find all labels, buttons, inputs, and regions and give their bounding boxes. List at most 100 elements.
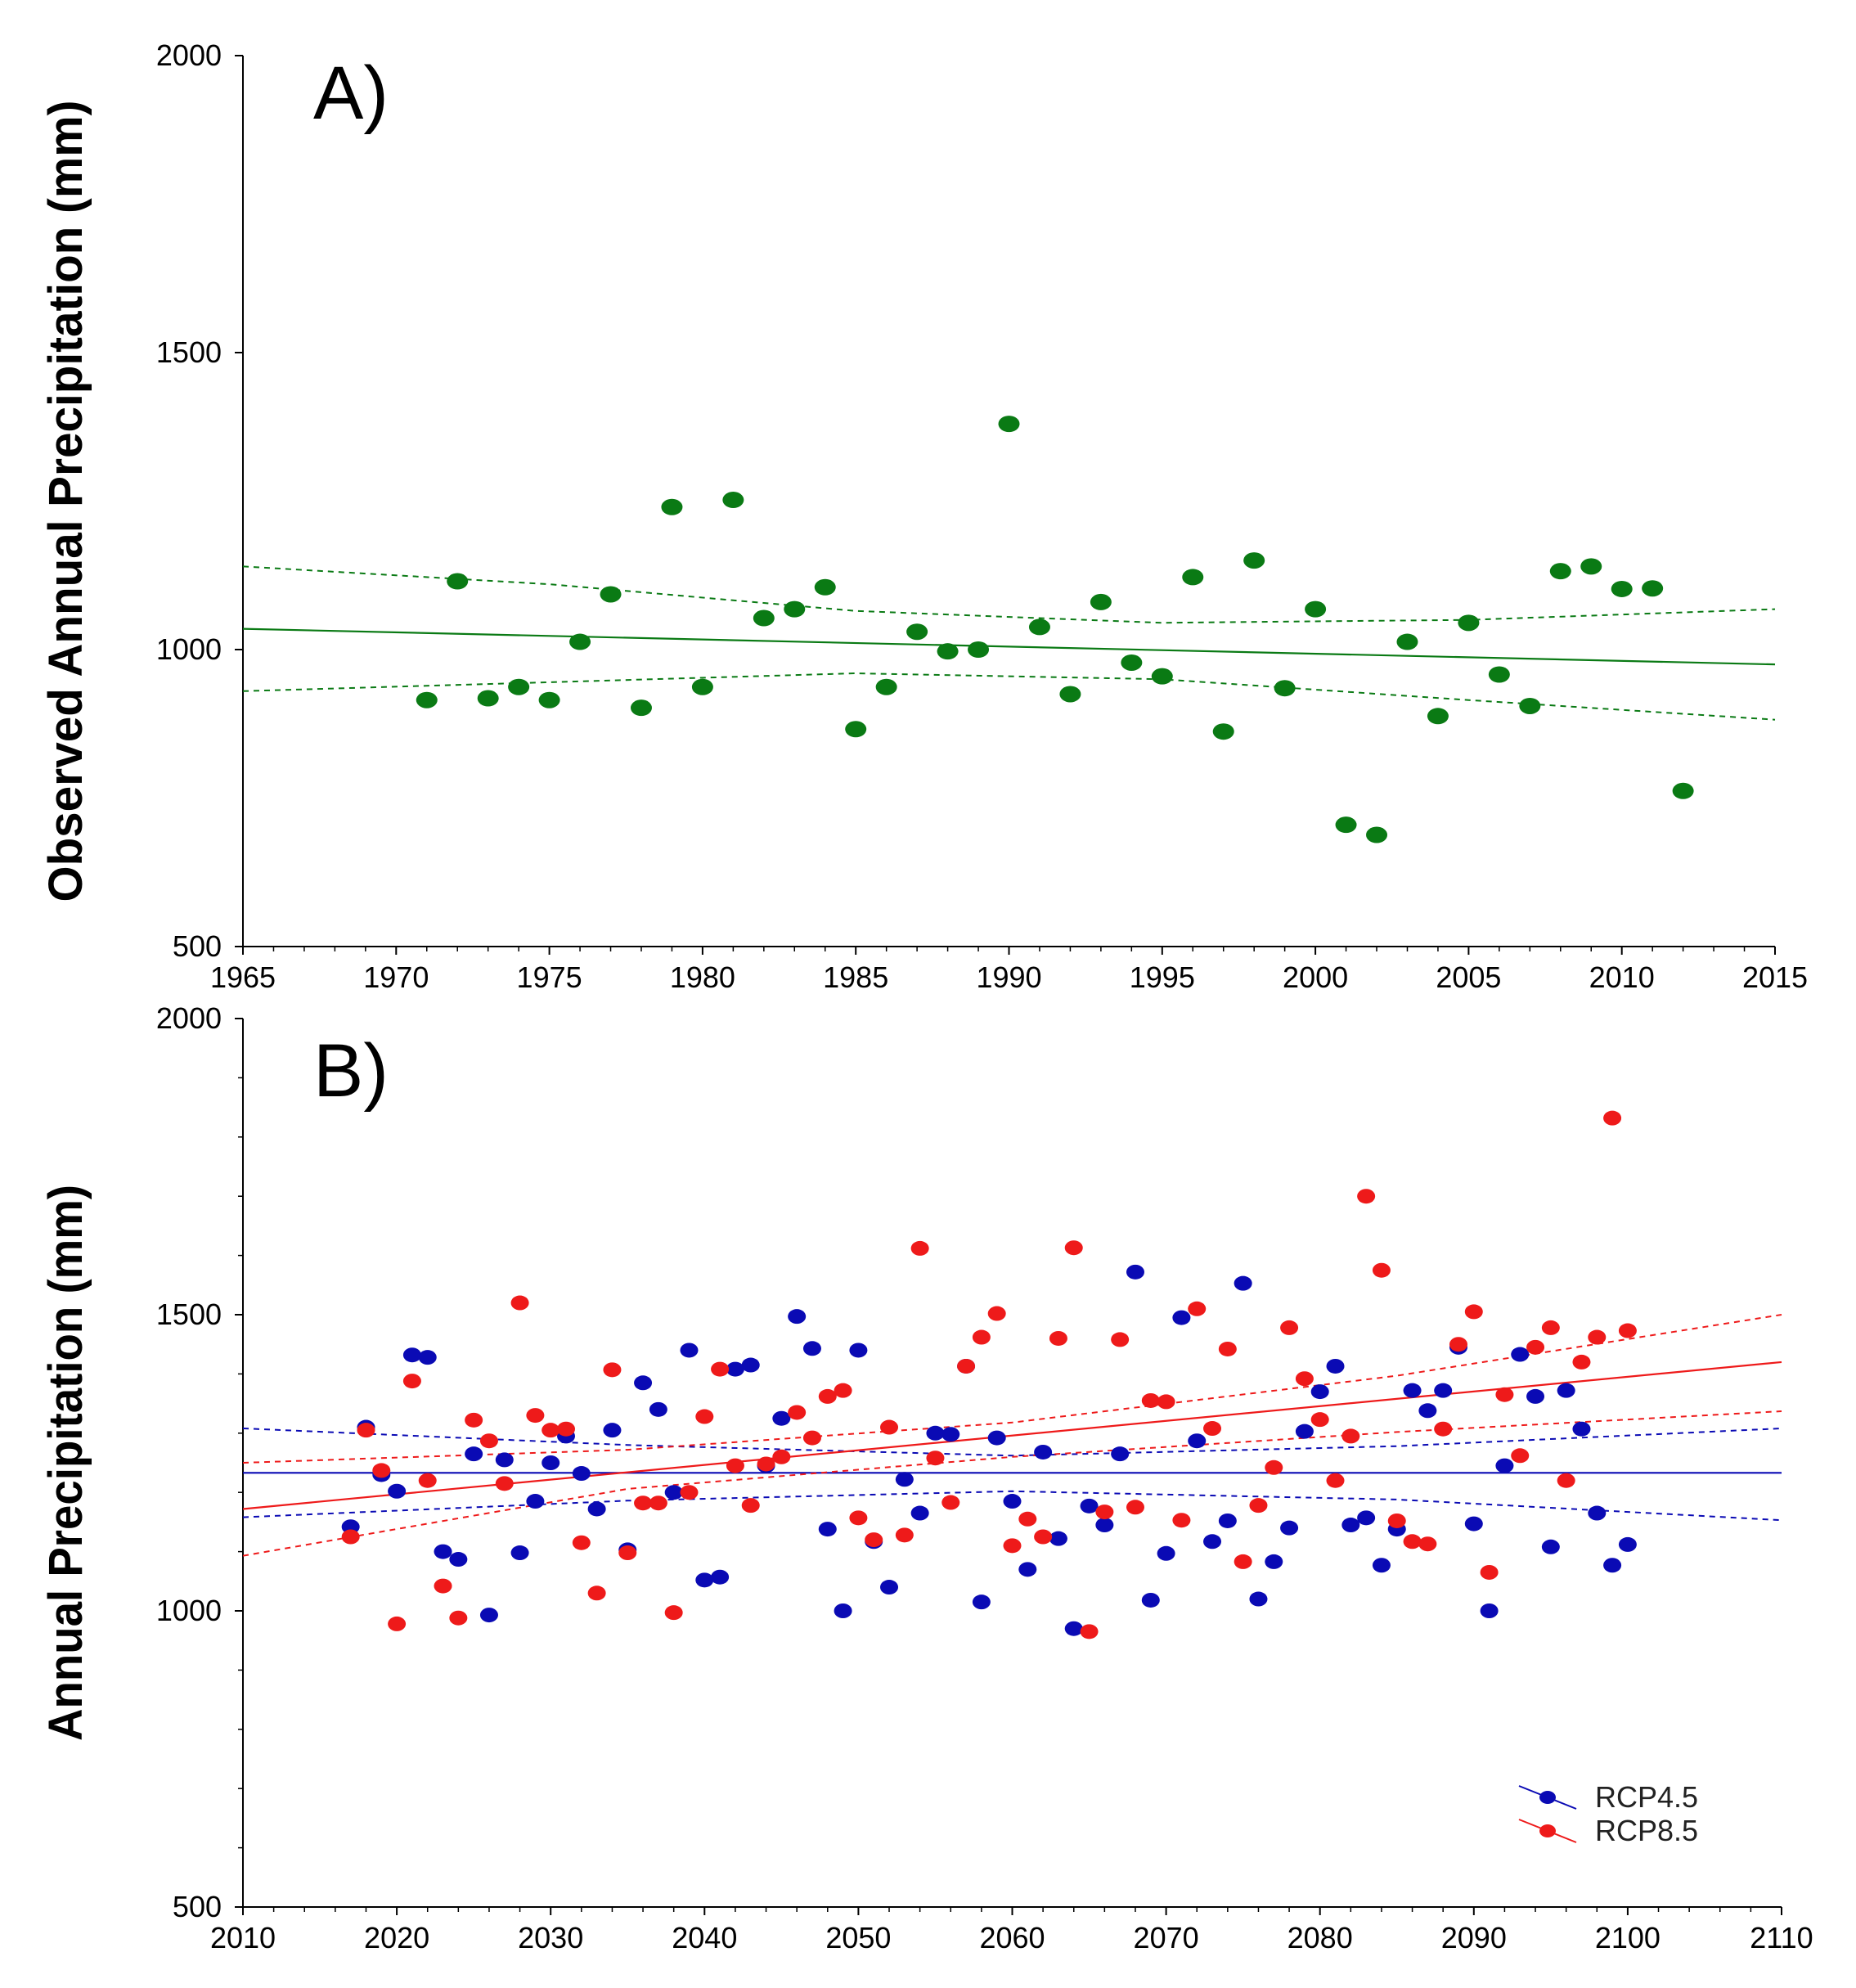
panel-b-series-rcp85-point xyxy=(1280,1320,1299,1335)
panel-b-series-rcp85-point xyxy=(402,1374,421,1389)
panel-b-series-rcp85-point xyxy=(711,1361,730,1377)
panel-b-series-rcp45-point xyxy=(572,1466,591,1482)
panel-b-series-rcp85-point xyxy=(1111,1332,1130,1347)
panel-a-series-0-point xyxy=(1059,686,1081,703)
panel-b-x-tick-label: 2110 xyxy=(1750,1921,1813,1954)
panel-b-series-rcp85-point xyxy=(1541,1320,1560,1335)
panel-b-y-tick-label: 1500 xyxy=(156,1298,222,1331)
panel-a-series-0-point xyxy=(845,721,867,738)
panel-b-series-rcp45-point xyxy=(1372,1558,1391,1573)
panel-b-series-rcp85-point xyxy=(341,1529,360,1545)
panel-b-series-rcp45-point xyxy=(1249,1591,1268,1607)
panel-b-series-rcp45-point xyxy=(465,1446,483,1462)
panel-b-series-rcp85-point xyxy=(510,1295,529,1311)
panel-b-series-rcp45-point xyxy=(587,1501,606,1517)
panel-b-series-rcp85-point xyxy=(1218,1341,1237,1356)
panel-b-series-rcp85-point xyxy=(834,1383,852,1398)
panel-b-series-rcp85-point xyxy=(418,1473,437,1488)
panel-a-series-0-point xyxy=(416,691,438,708)
panel-b-series-rcp85-point xyxy=(695,1409,714,1424)
panel-b-series-rcp45-point xyxy=(772,1410,791,1426)
panel-b-series-rcp45-point xyxy=(695,1572,714,1588)
panel-b-series-rcp45-point xyxy=(1310,1384,1329,1400)
panel-b-series-rcp45-point xyxy=(926,1425,945,1441)
panel-b-series-rcp45-point xyxy=(1434,1383,1453,1398)
panel-b-series-rcp85-point xyxy=(618,1545,637,1561)
panel-b-series-rcp85-point xyxy=(1034,1529,1053,1545)
panel-b-series-rcp45-point xyxy=(1188,1433,1207,1449)
panel-b-series-rcp85-point xyxy=(495,1476,514,1491)
panel-b-series-rcp45-point xyxy=(1357,1510,1376,1526)
panel-b-series-rcp85-point xyxy=(1310,1412,1329,1428)
panel-b-series-rcp45-point xyxy=(388,1483,407,1499)
panel-b-series-rcp85-point xyxy=(1480,1564,1499,1580)
panel-b-series-rcp45-point xyxy=(1034,1444,1053,1460)
panel-a-series-0-point xyxy=(1580,558,1602,575)
panel-b-series-rcp85-point xyxy=(634,1495,653,1511)
panel-b: 2010 2020 2030 2040 2050 2060 2070 2080 2090 2100… xyxy=(39,1001,1813,1954)
panel-b-series-rcp85-point xyxy=(1526,1339,1545,1355)
panel-b-x-tick-label: 2060 xyxy=(979,1921,1045,1954)
panel-b-series-rcp45-point xyxy=(711,1569,730,1585)
panel-b-series-rcp85-point xyxy=(772,1449,791,1464)
panel-b-series-rcp45-point xyxy=(603,1423,622,1438)
panel-a-series-0-point xyxy=(1427,708,1449,725)
panel-a-x-tick-label: 2005 xyxy=(1436,960,1501,994)
panel-b-series-rcp45-point xyxy=(1157,1545,1175,1561)
panel-a-series-0-point xyxy=(1212,723,1234,740)
legend-marker-rcp45 xyxy=(1539,1791,1556,1804)
panel-a-series-0-point xyxy=(906,623,928,641)
panel-b-series-rcp45-point xyxy=(1403,1383,1422,1398)
panel-b-series-rcp45-point xyxy=(510,1545,529,1561)
panel-b-series-rcp85-point xyxy=(865,1532,883,1548)
panel-a-series-0-point xyxy=(1519,697,1541,714)
panel-b-series-rcp85-point xyxy=(1326,1473,1345,1488)
panel-b-series-rcp45-point xyxy=(1495,1458,1514,1473)
panel-b-series-rcp85-trend-line xyxy=(242,1361,1782,1510)
panel-b-series-rcp45-point xyxy=(542,1455,560,1470)
panel-b-series-rcp85-point xyxy=(449,1610,468,1626)
panel-a-series-0-ci-lower xyxy=(242,672,1776,721)
legend-label-rcp45: RCP4.5 xyxy=(1595,1780,1698,1814)
panel-b-series-rcp45-point xyxy=(1418,1403,1437,1419)
panel-b-series-rcp85-point xyxy=(757,1456,775,1472)
panel-b-series-rcp45-point xyxy=(1572,1421,1591,1437)
panel-b-series-rcp45-point xyxy=(1341,1518,1360,1533)
panel-a-series-0-point xyxy=(661,498,683,515)
panel-b-series-rcp85-point xyxy=(1618,1323,1637,1338)
panel-b-series-rcp45-point xyxy=(1111,1446,1130,1462)
panel-a-y-tick-label: 2000 xyxy=(156,38,222,72)
panel-b-series-rcp85-point xyxy=(1357,1189,1376,1204)
panel-a-series-0-point xyxy=(569,633,591,650)
panel-b-series-rcp85-point xyxy=(1049,1330,1067,1346)
panel-b-series-rcp85-point xyxy=(1557,1473,1575,1488)
panel-a-series-0-point xyxy=(1366,826,1388,843)
panel-b-series-rcp45-point xyxy=(1080,1498,1099,1513)
panel-b-series-rcp85-point xyxy=(434,1578,452,1594)
panel-b-series-rcp45-point xyxy=(634,1375,653,1391)
panel-b-series-rcp85-point xyxy=(1234,1554,1252,1569)
panel-b-series-rcp85-ci-lower xyxy=(242,1410,1782,1557)
panel-b-series-rcp45-point xyxy=(1603,1558,1622,1573)
panel-b-x-tick-label: 2010 xyxy=(210,1921,276,1954)
panel-b-series-rcp45-point xyxy=(341,1519,360,1535)
panel-a-series-0-point xyxy=(1488,666,1510,683)
panel-a-x-tick-label: 2015 xyxy=(1742,960,1808,994)
panel-a-series-0-point xyxy=(630,699,652,717)
panel-b-series-rcp45-point xyxy=(1280,1520,1299,1536)
panel-a-series-0-point xyxy=(1028,618,1050,636)
panel-b-series-rcp85-point xyxy=(1588,1329,1607,1345)
panel-b-series-rcp45-ci-upper xyxy=(242,1428,1782,1457)
panel-a-series-0-point xyxy=(447,573,469,590)
panel-b-series-rcp85-point xyxy=(1095,1504,1114,1520)
panel-a-x-tick-label: 1970 xyxy=(363,960,429,994)
panel-b-label: B) xyxy=(313,1029,389,1113)
panel-b-series-rcp85-point xyxy=(1572,1354,1591,1370)
panel-b-x-tick-label: 2090 xyxy=(1441,1921,1507,1954)
panel-a-x-tick-label: 1995 xyxy=(1130,960,1195,994)
panel-b-x-tick-label: 2050 xyxy=(825,1921,891,1954)
panel-a: 1965 1970 1975 1980 1985 1990 1995 2000 2005 2010… xyxy=(39,38,1808,994)
panel-a-series-0-point xyxy=(753,609,775,627)
panel-b-series-rcp45-point xyxy=(788,1309,807,1325)
